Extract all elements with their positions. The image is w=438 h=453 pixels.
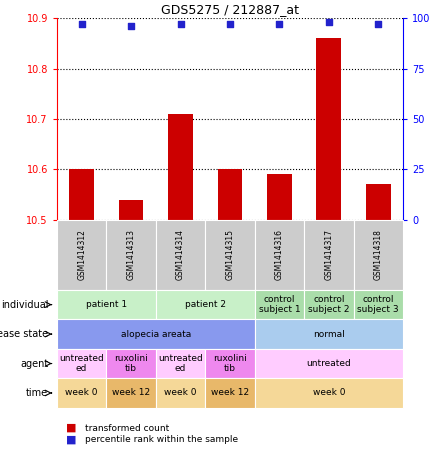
Text: patient 1: patient 1 xyxy=(86,300,127,309)
Bar xyxy=(316,38,341,220)
Text: untreated
ed: untreated ed xyxy=(158,354,203,373)
Bar xyxy=(254,220,304,290)
Bar xyxy=(366,184,391,220)
Text: control
subject 2: control subject 2 xyxy=(308,295,350,314)
Point xyxy=(325,19,332,26)
Bar xyxy=(57,349,106,378)
Bar xyxy=(254,378,403,408)
Bar xyxy=(267,174,292,220)
Bar xyxy=(254,319,403,349)
Text: ■: ■ xyxy=(66,423,76,433)
Text: GSM1414313: GSM1414313 xyxy=(127,229,136,280)
Text: GSM1414316: GSM1414316 xyxy=(275,229,284,280)
Point xyxy=(226,20,233,28)
Text: patient 2: patient 2 xyxy=(185,300,226,309)
Text: week 0: week 0 xyxy=(313,389,345,397)
Text: week 12: week 12 xyxy=(112,389,150,397)
Bar xyxy=(304,290,353,319)
Bar xyxy=(119,199,144,220)
Text: untreated: untreated xyxy=(307,359,351,368)
Text: percentile rank within the sample: percentile rank within the sample xyxy=(85,435,239,444)
Title: GDS5275 / 212887_at: GDS5275 / 212887_at xyxy=(161,3,299,15)
Bar xyxy=(57,290,156,319)
Text: GSM1414312: GSM1414312 xyxy=(77,229,86,280)
Text: normal: normal xyxy=(313,330,345,338)
Bar xyxy=(156,220,205,290)
Text: week 12: week 12 xyxy=(211,389,249,397)
Point xyxy=(276,20,283,28)
Text: control
subject 3: control subject 3 xyxy=(357,295,399,314)
Text: individual: individual xyxy=(1,299,48,310)
Point xyxy=(177,20,184,28)
Text: GSM1414317: GSM1414317 xyxy=(324,229,333,280)
Text: week 0: week 0 xyxy=(65,389,98,397)
Text: agent: agent xyxy=(20,358,48,369)
Bar xyxy=(69,169,94,220)
Point xyxy=(78,20,85,28)
Text: control
subject 1: control subject 1 xyxy=(258,295,300,314)
Bar xyxy=(156,378,205,408)
Bar xyxy=(106,378,156,408)
Bar xyxy=(57,220,106,290)
Bar xyxy=(205,349,254,378)
Bar xyxy=(168,114,193,220)
Text: ■: ■ xyxy=(66,434,76,444)
Text: ruxolini
tib: ruxolini tib xyxy=(213,354,247,373)
Bar xyxy=(156,290,254,319)
Bar xyxy=(106,220,156,290)
Point xyxy=(127,23,134,30)
Text: week 0: week 0 xyxy=(164,389,197,397)
Bar xyxy=(205,378,254,408)
Bar xyxy=(156,349,205,378)
Bar xyxy=(353,220,403,290)
Bar xyxy=(57,378,106,408)
Text: time: time xyxy=(26,388,48,398)
Bar xyxy=(353,290,403,319)
Text: ruxolini
tib: ruxolini tib xyxy=(114,354,148,373)
Bar xyxy=(205,220,254,290)
Point xyxy=(375,20,382,28)
Text: alopecia areata: alopecia areata xyxy=(121,330,191,338)
Bar xyxy=(254,290,304,319)
Bar xyxy=(254,349,403,378)
Text: GSM1414318: GSM1414318 xyxy=(374,229,383,280)
Text: disease state: disease state xyxy=(0,329,48,339)
Text: transformed count: transformed count xyxy=(85,424,170,433)
Bar xyxy=(57,319,254,349)
Text: GSM1414314: GSM1414314 xyxy=(176,229,185,280)
Bar xyxy=(106,349,156,378)
Bar xyxy=(218,169,242,220)
Text: GSM1414315: GSM1414315 xyxy=(226,229,234,280)
Bar xyxy=(304,220,353,290)
Text: untreated
ed: untreated ed xyxy=(59,354,104,373)
